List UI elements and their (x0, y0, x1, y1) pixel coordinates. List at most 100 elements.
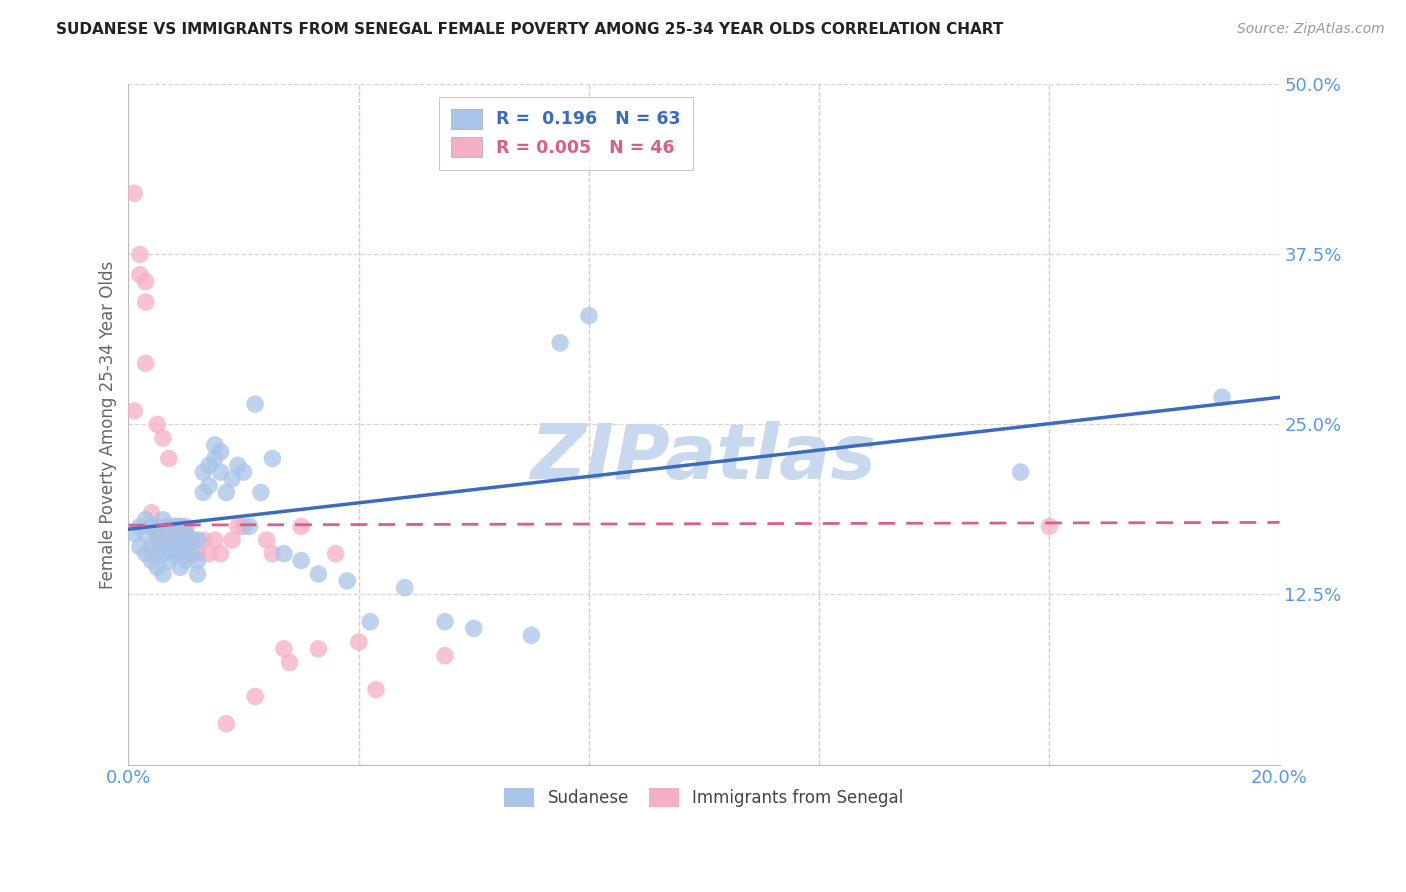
Point (169, 519, 191, 533)
Point (163, 533, 186, 547)
Point (180, 533, 202, 547)
Point (204, 533, 226, 547)
Point (129, 540, 152, 554)
Point (163, 533, 186, 547)
Point (186, 553, 208, 567)
Point (434, 615, 457, 629)
Point (169, 547, 191, 561)
Point (209, 465, 232, 479)
Point (135, 547, 157, 561)
Point (180, 533, 202, 547)
Text: ZIPatlas: ZIPatlas (531, 422, 877, 495)
Point (152, 567, 174, 582)
Point (174, 547, 197, 561)
Point (193, 485, 215, 500)
Point (209, 444, 232, 458)
Point (250, 485, 273, 500)
Point (434, 648, 457, 663)
Point (243, 397, 266, 411)
Point (122, 186, 145, 201)
Point (169, 519, 191, 533)
Point (290, 553, 312, 567)
Point (307, 641, 329, 656)
Point (226, 458, 249, 473)
Point (180, 547, 202, 561)
Point (157, 540, 180, 554)
Point (157, 519, 180, 533)
Point (221, 533, 243, 547)
Point (243, 690, 266, 704)
Point (135, 513, 157, 527)
Point (135, 356, 157, 370)
Point (548, 335, 571, 350)
Point (146, 560, 169, 574)
Point (141, 540, 163, 554)
Point (169, 533, 191, 547)
Point (193, 533, 215, 547)
Point (198, 458, 221, 473)
Text: SUDANESE VS IMMIGRANTS FROM SENEGAL FEMALE POVERTY AMONG 25-34 YEAR OLDS CORRELA: SUDANESE VS IMMIGRANTS FROM SENEGAL FEMA… (56, 22, 1004, 37)
Point (169, 560, 191, 574)
Point (129, 268, 152, 282)
Point (394, 581, 416, 595)
Point (1010, 465, 1032, 479)
Point (290, 519, 312, 533)
Point (325, 547, 347, 561)
Point (262, 451, 284, 466)
Point (141, 553, 163, 567)
Point (273, 641, 295, 656)
Point (157, 553, 180, 567)
Point (152, 431, 174, 445)
Point (193, 465, 215, 479)
Point (1038, 519, 1060, 533)
Point (174, 526, 197, 541)
Point (278, 656, 301, 670)
Point (307, 567, 329, 582)
Point (169, 533, 191, 547)
Point (186, 547, 208, 561)
Y-axis label: Female Poverty Among 25-34 Year Olds: Female Poverty Among 25-34 Year Olds (100, 260, 117, 589)
Legend: Sudanese, Immigrants from Senegal: Sudanese, Immigrants from Senegal (498, 781, 910, 814)
Point (204, 451, 226, 466)
Point (146, 519, 169, 533)
Point (146, 526, 169, 541)
Point (221, 472, 243, 486)
Point (163, 519, 186, 533)
Point (146, 547, 169, 561)
Point (174, 519, 197, 533)
Point (146, 417, 169, 432)
Point (209, 547, 232, 561)
Point (141, 519, 163, 533)
Point (157, 451, 180, 466)
Point (152, 513, 174, 527)
Point (215, 485, 238, 500)
Point (578, 309, 600, 323)
Point (273, 547, 295, 561)
Point (226, 519, 249, 533)
Point (174, 540, 197, 554)
Point (129, 247, 152, 261)
Point (186, 533, 208, 547)
Point (129, 519, 152, 533)
Point (215, 716, 238, 731)
Point (135, 295, 157, 310)
Point (152, 533, 174, 547)
Point (186, 567, 208, 582)
Point (232, 465, 254, 479)
Text: Source: ZipAtlas.com: Source: ZipAtlas.com (1237, 22, 1385, 37)
Point (163, 547, 186, 561)
Point (163, 519, 186, 533)
Point (1211, 390, 1233, 404)
Point (135, 526, 157, 541)
Point (141, 519, 163, 533)
Point (262, 547, 284, 561)
Point (256, 533, 278, 547)
Point (364, 682, 387, 697)
Point (174, 553, 197, 567)
Point (359, 615, 381, 629)
Point (146, 533, 169, 547)
Point (336, 574, 359, 588)
Point (141, 506, 163, 520)
Point (204, 438, 226, 452)
Point (198, 547, 221, 561)
